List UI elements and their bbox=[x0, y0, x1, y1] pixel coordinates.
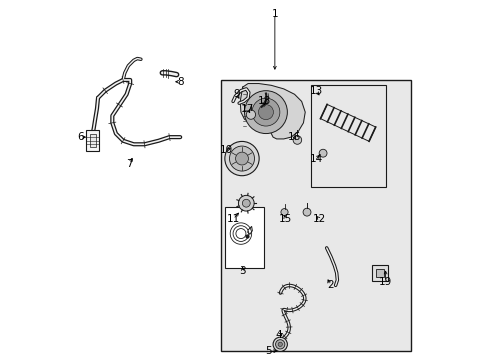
Text: 19: 19 bbox=[378, 277, 391, 287]
Text: 8: 8 bbox=[177, 77, 183, 87]
Bar bbox=[221, 80, 410, 351]
Bar bbox=[310, 85, 385, 187]
Circle shape bbox=[235, 152, 248, 165]
Circle shape bbox=[319, 149, 326, 157]
Text: 18: 18 bbox=[257, 96, 270, 107]
Text: 11: 11 bbox=[226, 214, 239, 224]
Text: 5: 5 bbox=[265, 346, 271, 356]
Text: 15: 15 bbox=[278, 214, 292, 224]
Text: 1: 1 bbox=[271, 9, 278, 19]
Circle shape bbox=[275, 340, 285, 349]
Circle shape bbox=[246, 110, 255, 119]
Text: 9: 9 bbox=[233, 89, 240, 99]
Text: 7: 7 bbox=[126, 159, 133, 169]
Circle shape bbox=[242, 199, 250, 207]
Circle shape bbox=[272, 337, 287, 351]
Bar bbox=[90, 134, 95, 147]
Circle shape bbox=[229, 146, 254, 171]
Circle shape bbox=[224, 141, 259, 176]
Text: 17: 17 bbox=[240, 104, 253, 113]
Circle shape bbox=[244, 91, 287, 134]
Circle shape bbox=[303, 208, 310, 216]
Bar bbox=[86, 130, 99, 152]
Text: 16: 16 bbox=[287, 132, 301, 142]
Circle shape bbox=[251, 98, 279, 126]
Circle shape bbox=[281, 208, 287, 216]
Circle shape bbox=[238, 195, 254, 211]
Circle shape bbox=[258, 105, 273, 120]
Text: 4: 4 bbox=[275, 330, 281, 341]
Text: 12: 12 bbox=[312, 214, 325, 224]
Text: 14: 14 bbox=[309, 154, 322, 163]
Text: 6: 6 bbox=[77, 132, 83, 142]
Text: 3: 3 bbox=[239, 266, 245, 276]
Text: 13: 13 bbox=[309, 86, 322, 96]
Bar bbox=[224, 207, 264, 267]
Bar bbox=[375, 269, 384, 277]
Text: 10: 10 bbox=[219, 145, 232, 155]
Circle shape bbox=[278, 342, 282, 346]
Polygon shape bbox=[240, 84, 305, 139]
Text: 2: 2 bbox=[326, 280, 333, 291]
Circle shape bbox=[292, 136, 301, 144]
Bar bbox=[371, 265, 387, 281]
